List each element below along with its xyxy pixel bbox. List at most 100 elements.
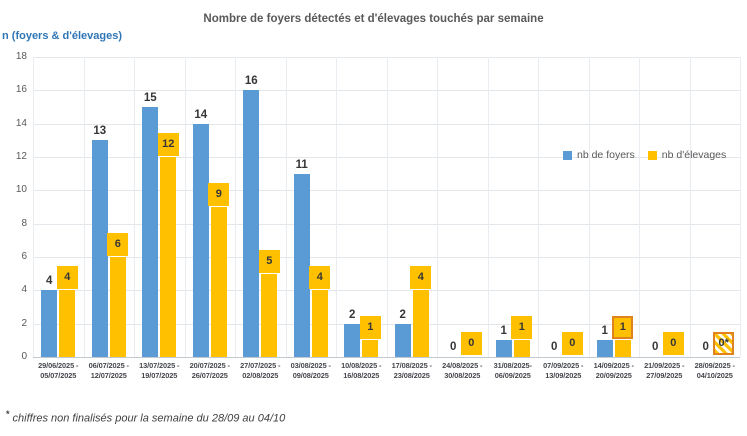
x-category-label: 06/07/2025 -12/07/2025	[88, 361, 129, 380]
plot-area: 0 2 4 6 8 10 12 14 16 18 4 4 13 6 15 12 14 9 16 5 11 4 2 1 2 4 0 0 1…	[16, 51, 741, 362]
x-category-label: 31/08/2025- 06/09/2025	[493, 361, 532, 380]
elevages-value-label: 0	[460, 332, 482, 355]
elevages-value-label: 1	[359, 316, 381, 340]
elevages-value-label: 9	[208, 183, 230, 206]
foyers-bar	[243, 90, 260, 357]
footnote-text: chiffres non finalisés pour la semaine d…	[12, 412, 286, 425]
gridline-v	[740, 57, 741, 357]
y-tick-label: 6	[21, 251, 27, 262]
foyers-bar	[596, 340, 613, 357]
elevages-value-label: 4	[309, 266, 331, 290]
foyers-value-label: 14	[194, 108, 208, 121]
y-tick-label: 14	[15, 117, 27, 129]
foyers-bar	[394, 323, 411, 357]
foyers-bar	[142, 107, 159, 357]
gridline-v	[336, 57, 337, 357]
elevages-bar	[261, 273, 278, 357]
foyers-bar	[344, 323, 361, 357]
foyers-value-label: 0	[702, 341, 709, 353]
x-category-label: 28/09/2025 -04/10/2025	[694, 361, 735, 380]
elevages-value-label: 1	[612, 316, 634, 340]
legend: nb de foyers nb d'élevages	[563, 149, 734, 161]
foyers-value-label: 15	[143, 92, 157, 104]
foyers-value-label: 2	[399, 308, 406, 321]
elevages-value-label: 4	[410, 266, 432, 290]
x-category-label: 13/07/2025 -19/07/2025	[139, 361, 180, 380]
elevages-bar	[59, 290, 76, 357]
gridline-v	[538, 57, 539, 357]
foyers-bar	[192, 123, 209, 357]
gridline-v	[134, 57, 135, 357]
y-tick-label: 18	[15, 51, 27, 62]
elevages-bar	[412, 290, 429, 357]
gridline-v	[639, 57, 640, 357]
elevages-bar	[311, 290, 328, 357]
elevages-value-label: 0	[662, 332, 684, 355]
x-axis-line	[33, 357, 740, 358]
elevages-bar	[614, 340, 631, 357]
y-tick-label: 16	[15, 84, 27, 96]
foyers-value-label: 16	[244, 75, 258, 88]
x-category-label: 07/09/2025 -13/09/2025	[543, 361, 584, 380]
elevages-bar	[210, 207, 227, 357]
x-category-label: 24/08/2025 -30/08/2025	[442, 361, 483, 380]
elevages-value-label: 4	[56, 266, 78, 290]
gridline-v	[285, 57, 287, 357]
elevages-bar	[160, 157, 177, 357]
chart-title: Nombre de foyers détectés et d'élevages …	[203, 13, 544, 25]
gridline-v	[487, 57, 489, 357]
foyers-value-label: 13	[93, 125, 107, 138]
foyers-value-label: 0	[652, 341, 659, 353]
elevages-value-label-provisional: 0*	[713, 332, 735, 355]
elevages-legend-swatch	[647, 150, 657, 160]
footnote-asterisk: *	[6, 409, 10, 419]
foyers-value-label: 1	[601, 325, 608, 338]
gridline-v	[184, 57, 186, 357]
x-category-label: 27/07/2025 -02/08/2025	[240, 361, 281, 380]
elevages-bar	[513, 340, 530, 357]
x-category-label: 29/06/2025 -05/07/2025	[38, 361, 79, 380]
foyers-bar	[91, 140, 108, 357]
x-category-label: 03/08/2025 -09/08/2025	[290, 361, 331, 380]
elevages-value-label: 0	[561, 332, 583, 355]
foyers-legend-swatch	[563, 150, 572, 160]
y-axis-unit-label: n (foyers & d'élevages)	[2, 30, 122, 42]
gridline-v	[386, 57, 388, 357]
foyers-value-label: 2	[349, 308, 356, 321]
elevages-value-label: 6	[107, 233, 129, 256]
elevages-bar	[109, 257, 126, 357]
elevages-value-label: 5	[258, 249, 280, 273]
gridline-v	[437, 57, 438, 357]
x-axis-labels: 29/06/2025 -05/07/2025 06/07/2025 -12/07/…	[33, 361, 740, 385]
gridline-v	[588, 57, 590, 357]
gridline-v	[235, 57, 236, 357]
foyers-bar	[293, 173, 310, 357]
x-category-label: 14/09/2025 -20/09/2025	[593, 361, 634, 380]
foyers-bar	[495, 340, 512, 357]
foyers-value-label: 11	[295, 158, 308, 171]
gridline-v	[689, 57, 691, 357]
foyers-bar	[41, 290, 58, 357]
foyers-value-label: 0	[551, 341, 558, 353]
foyers-value-label: 0	[450, 341, 457, 353]
y-tick-label: 10	[15, 184, 27, 196]
y-tick-label: 4	[21, 284, 27, 296]
elevages-value-label: 12	[157, 133, 179, 156]
gridline-v	[83, 57, 85, 357]
y-tick-label: 2	[21, 317, 27, 329]
y-tick-label: 0	[21, 351, 27, 362]
x-category-label: 20/07/2025 -26/07/2025	[189, 361, 230, 380]
foyers-value-label: 1	[500, 325, 507, 338]
foyers-legend-label: nb de foyers	[577, 149, 635, 161]
y-tick-label: 8	[21, 217, 27, 229]
footnote: * chiffres non finalisés pour la semaine …	[6, 409, 285, 425]
elevages-legend-label: nb d'élevages	[661, 149, 727, 161]
x-category-label: 21/09/2025 -27/09/2025	[644, 361, 685, 380]
elevages-value-label: 1	[511, 316, 533, 340]
x-category-label: 17/08/2025 -23/08/2025	[391, 361, 432, 380]
x-category-label: 10/08/2025 -16/08/2025	[341, 361, 382, 380]
y-tick-label: 12	[15, 151, 27, 162]
foyers-value-label: 4	[46, 275, 53, 288]
elevages-bar	[362, 340, 379, 357]
